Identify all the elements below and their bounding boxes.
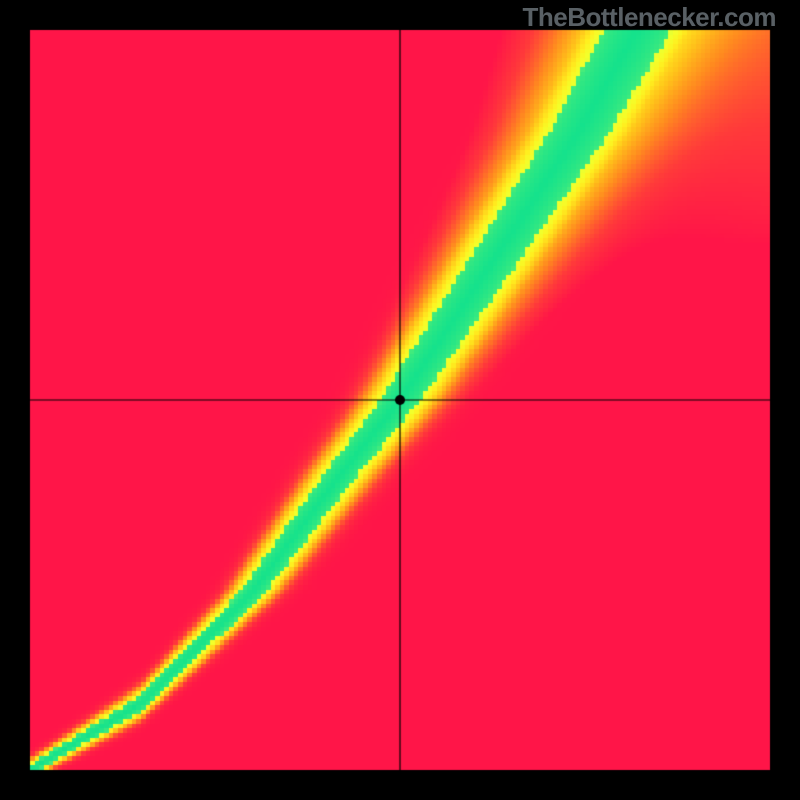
- bottleneck-heatmap: [0, 0, 800, 800]
- watermark-text: TheBottlenecker.com: [523, 2, 776, 33]
- chart-container: TheBottlenecker.com: [0, 0, 800, 800]
